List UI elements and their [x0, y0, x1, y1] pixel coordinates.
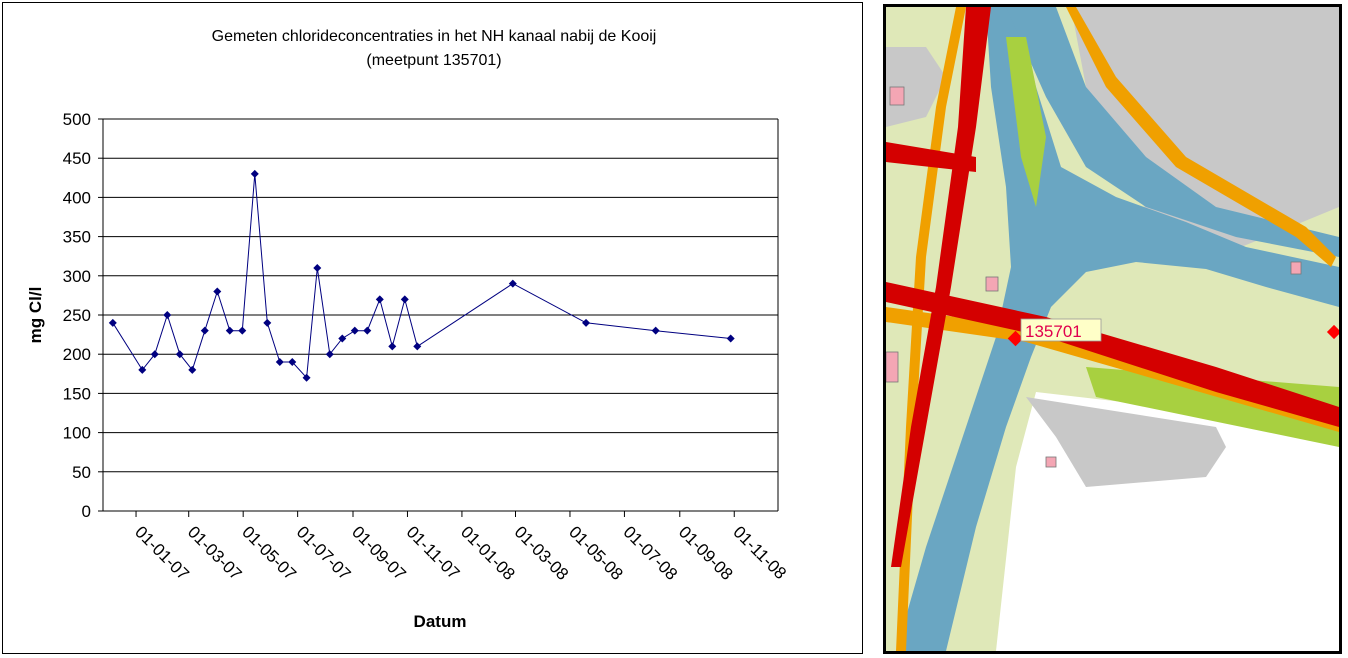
canal-water [896, 7, 1339, 651]
y-tick-label: 0 [82, 502, 91, 521]
building [985, 276, 999, 292]
x-tick-label: 01-01-07 [131, 522, 193, 584]
data-point [175, 350, 184, 359]
y-tick-label: 400 [63, 188, 91, 207]
series-line [112, 173, 731, 379]
data-point [275, 358, 284, 367]
data-point [325, 350, 334, 359]
y-tick-labels: 0 50 100 150 200 250 300 350 400 450 500 [63, 110, 91, 521]
data-point [363, 326, 372, 335]
data-point [338, 334, 347, 343]
motorway [886, 142, 976, 172]
chart-subtitle: (meetpunt 135701) [366, 52, 501, 69]
map-drawing: 135701 [886, 7, 1339, 651]
built-area [1026, 397, 1226, 487]
grid-lines [103, 118, 778, 473]
measurement-point-label: 135701 [1025, 322, 1082, 341]
chart-title: Gemeten chlorideconcentraties in het NH … [212, 28, 657, 45]
road [896, 7, 966, 651]
chart-panel: Gemeten chlorideconcentraties in het NH … [2, 2, 863, 654]
y-tick-label: 50 [72, 463, 91, 482]
marker [1326, 324, 1339, 340]
data-point [388, 342, 397, 351]
y-tick-label: 300 [63, 267, 91, 286]
road [1066, 7, 1336, 267]
data-point [375, 295, 384, 304]
data-point [188, 365, 197, 374]
data-point [726, 334, 735, 343]
data-point [508, 279, 517, 288]
building [889, 86, 905, 106]
y-tick-label: 350 [63, 228, 91, 247]
data-point [250, 169, 259, 178]
data-point [350, 326, 359, 335]
built-area [886, 47, 946, 127]
y-tick-label: 250 [63, 306, 91, 325]
location-map: 135701 [883, 4, 1342, 654]
data-point [400, 295, 409, 304]
x-axis-label: Datum [414, 612, 467, 631]
data-point [288, 358, 297, 367]
y-tick-label: 200 [63, 345, 91, 364]
y-axis-label: mg Cl/l [26, 287, 45, 344]
data-point [108, 318, 117, 327]
building [1290, 261, 1302, 275]
x-tick-label: 01-07-08 [620, 522, 682, 584]
motorway [886, 282, 1339, 427]
chloride-chart: Gemeten chlorideconcentraties in het NH … [26, 28, 790, 631]
x-tick-label: 01-03-07 [184, 522, 246, 584]
data-point [582, 318, 591, 327]
building [886, 351, 899, 383]
data-point [302, 373, 311, 382]
data-point [651, 326, 660, 335]
y-tick-label: 450 [63, 149, 91, 168]
data-point [200, 326, 209, 335]
data-point [213, 287, 222, 296]
data-point [238, 326, 247, 335]
x-tick-label: 01-07-07 [293, 522, 355, 584]
x-tick-label: 01-11-08 [729, 522, 790, 583]
data-point [150, 350, 159, 359]
y-tick-label: 100 [63, 424, 91, 443]
x-tick-labels: 01-01-0701-03-0701-05-0701-07-0701-09-07… [131, 522, 790, 584]
x-tick-label: 01-05-07 [238, 522, 300, 584]
data-point [138, 365, 147, 374]
data-point [263, 318, 272, 327]
green-strip [1006, 37, 1046, 207]
data-point [313, 263, 322, 272]
data-point [225, 326, 234, 335]
measurement-point-label-bg [1020, 318, 1102, 342]
x-tick-label: 01-03-08 [511, 522, 573, 584]
y-tick-label: 150 [63, 384, 91, 403]
motorway [891, 7, 991, 567]
x-tick-label: 01-09-07 [348, 522, 410, 584]
data-point [163, 311, 172, 319]
data-series [108, 169, 735, 382]
x-tick-label: 01-11-07 [403, 522, 464, 583]
x-tick-label: 01-09-08 [675, 522, 737, 584]
data-point [413, 342, 422, 351]
x-tick-label: 01-05-08 [565, 522, 627, 584]
axes [98, 118, 779, 517]
y-tick-label: 500 [63, 110, 91, 129]
building [1045, 456, 1057, 468]
x-tick-label: 01-01-08 [457, 522, 519, 584]
